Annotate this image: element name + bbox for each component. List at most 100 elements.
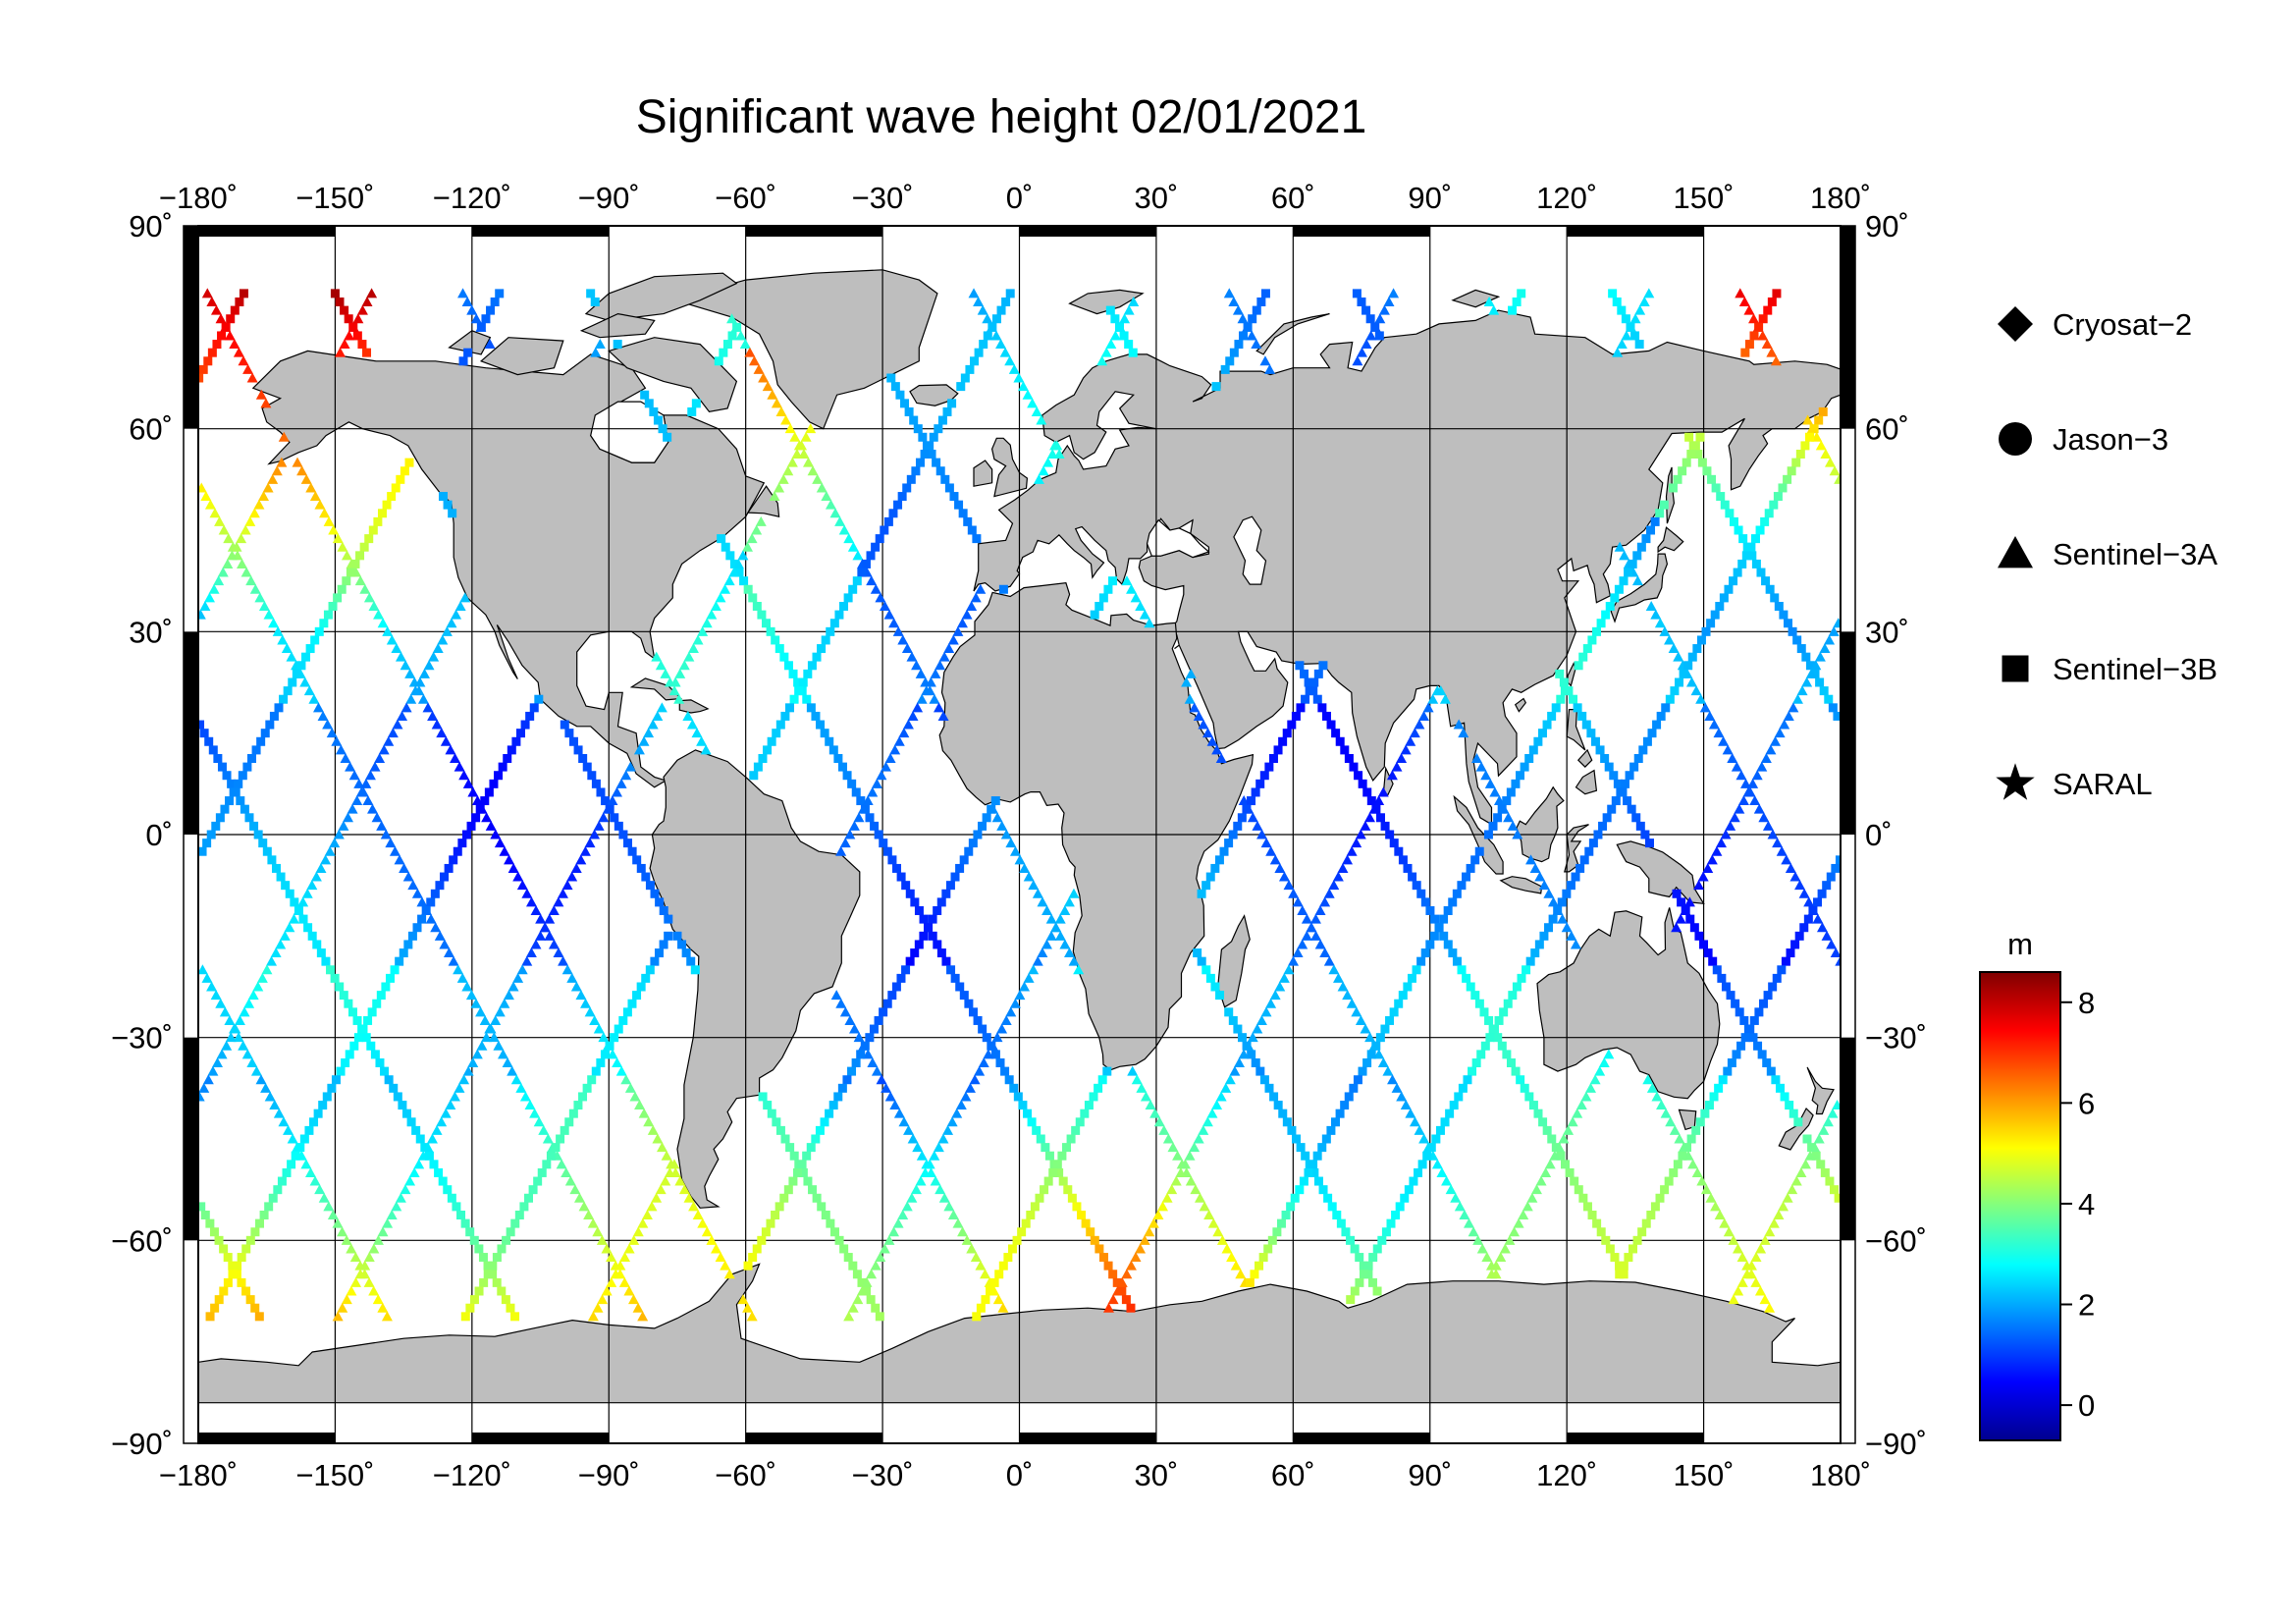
swh-point	[262, 846, 272, 856]
swh-point	[448, 955, 459, 966]
swh-point	[812, 652, 822, 662]
swh-point	[350, 559, 360, 568]
swh-point	[875, 592, 886, 603]
swh-point	[251, 745, 261, 755]
swh-point	[907, 1133, 919, 1144]
swh-point	[1802, 1134, 1812, 1144]
swh-point	[1601, 610, 1611, 620]
swh-point	[966, 601, 978, 611]
swh-point	[1009, 1083, 1019, 1093]
swh-point	[912, 702, 924, 713]
swh-point	[1512, 298, 1522, 306]
swh-point	[1668, 643, 1680, 654]
lon-tick-top: −150˚	[295, 181, 374, 215]
swh-point	[1359, 1261, 1368, 1271]
swh-point	[834, 1235, 844, 1245]
swh-point	[1641, 1218, 1651, 1228]
swh-point	[1826, 872, 1836, 882]
swh-point	[1786, 948, 1795, 958]
swh-point	[267, 473, 279, 484]
swh-point	[987, 1040, 998, 1051]
swh-point	[865, 1033, 875, 1043]
swh-point	[1431, 685, 1443, 696]
swh-point	[1365, 330, 1377, 341]
swh-point	[1292, 896, 1304, 907]
swh-point	[612, 786, 623, 797]
swh-point	[1538, 1117, 1548, 1127]
swh-point	[980, 1269, 991, 1279]
swh-point	[287, 1133, 298, 1144]
swh-point	[811, 711, 821, 721]
lat-tick-left: 60˚	[129, 412, 173, 447]
swh-point	[1557, 913, 1569, 924]
swh-point	[1751, 559, 1761, 568]
swh-point	[314, 499, 326, 510]
swh-point	[973, 830, 983, 839]
frame-bar-top	[198, 226, 336, 237]
swh-point	[881, 761, 892, 772]
swh-point	[1743, 304, 1755, 315]
swh-point	[407, 880, 419, 891]
swh-point	[352, 331, 362, 341]
swh-point	[949, 492, 959, 502]
swh-point	[1014, 854, 1026, 865]
swh-point	[215, 813, 225, 823]
swh-point	[342, 576, 351, 586]
swh-point	[1382, 1065, 1394, 1076]
swh-point	[1629, 762, 1639, 772]
swh-point	[1131, 1074, 1143, 1085]
swh-point	[636, 863, 646, 873]
swh-point	[1452, 956, 1462, 966]
swh-point	[867, 786, 879, 797]
swh-point	[986, 1286, 995, 1296]
swh-point	[1135, 1243, 1147, 1254]
swh-point	[1635, 821, 1645, 831]
swh-point	[1054, 930, 1066, 941]
swh-point	[1336, 1218, 1346, 1228]
swh-point	[1283, 964, 1295, 975]
swh-point	[1161, 1192, 1173, 1203]
swh-point	[1718, 1075, 1728, 1085]
swh-point	[432, 643, 444, 654]
swh-point	[341, 1234, 352, 1245]
swh-point	[1041, 1143, 1050, 1153]
swh-point	[910, 1184, 922, 1195]
swh-point	[610, 813, 619, 823]
swh-point	[1673, 1160, 1682, 1169]
swh-point	[1351, 1006, 1362, 1017]
swh-point	[950, 973, 960, 983]
swh-point	[1675, 677, 1684, 687]
swh-point	[1314, 939, 1326, 949]
swh-point	[1123, 304, 1135, 315]
swh-point	[436, 1116, 448, 1127]
swh-point	[1589, 1074, 1601, 1085]
swh-point	[1712, 965, 1722, 975]
swh-point	[1824, 694, 1834, 704]
swh-point	[1181, 676, 1193, 687]
swh-point	[1684, 432, 1694, 442]
swh-point	[946, 965, 956, 975]
swh-point	[1632, 551, 1642, 561]
swh-point	[1212, 1226, 1224, 1237]
swh-point	[376, 820, 388, 831]
swh-point	[1640, 830, 1650, 839]
swh-point	[1251, 339, 1262, 350]
swh-point	[330, 973, 340, 983]
swh-point	[1332, 871, 1344, 882]
swh-point	[343, 812, 354, 823]
swh-point	[1281, 1211, 1291, 1219]
swh-point	[399, 862, 410, 873]
swh-point	[1301, 694, 1310, 704]
satellite-track	[198, 339, 1841, 1305]
swh-point	[1493, 1033, 1503, 1043]
swh-point	[1098, 593, 1108, 603]
land-mindanao	[1575, 769, 1598, 795]
swh-point	[198, 609, 206, 620]
swh-point	[783, 1185, 793, 1195]
swh-point	[996, 305, 1006, 315]
swh-point	[732, 322, 742, 332]
swh-point	[1252, 305, 1261, 315]
swh-point	[269, 711, 279, 721]
swh-point	[1404, 1185, 1414, 1195]
swh-point	[1732, 1050, 1741, 1059]
